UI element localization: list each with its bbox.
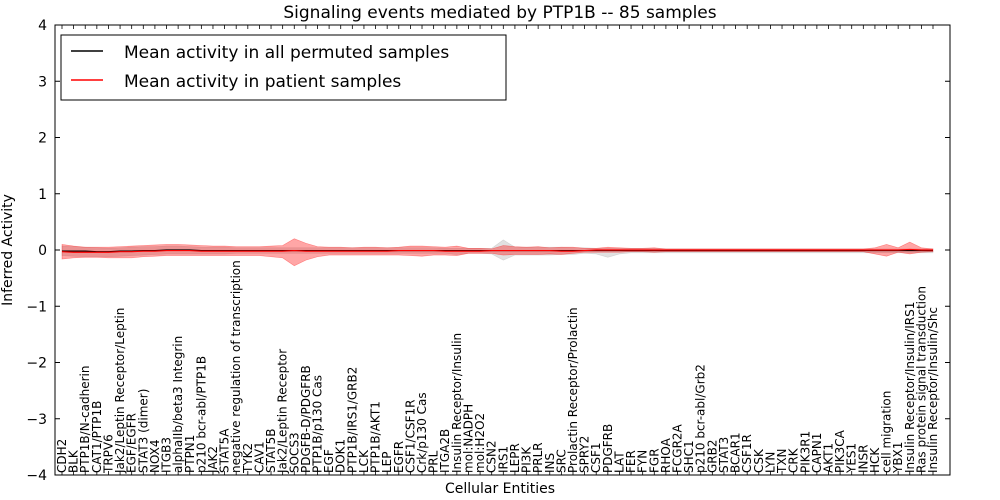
band-patient [61, 238, 934, 267]
series-line-patient [61, 248, 933, 253]
x-tick-label: IRS1 [496, 446, 510, 473]
x-tick-label: PDGFRB [601, 424, 615, 473]
x-tick-label: PIK3CA [833, 429, 847, 473]
x-tick-label: LCK [357, 449, 371, 473]
x-tick-label: SHC1 [682, 440, 696, 473]
x-tick-label: STAT3 [717, 437, 731, 473]
x-tick-label: CSF1R [740, 434, 754, 473]
x-tick-label: mol:H2O2 [473, 413, 487, 473]
x-tick-label: CSN2 [485, 440, 499, 473]
x-tick-label: FER [624, 450, 638, 473]
x-tick-label: PI3K [520, 446, 534, 473]
x-tick-label: Prolactin Receptor/Prolactin [566, 307, 580, 473]
x-tick-label: GRB2 [705, 439, 719, 473]
x-tick-label: CRK [787, 447, 801, 473]
x-tick-label: RHOA [659, 437, 673, 473]
x-tick-label: INSR [856, 445, 870, 473]
x-tick-label: LEP [380, 451, 394, 473]
x-tick-label: NOX4 [148, 439, 162, 473]
x-tick-label: Crk/p130 Cas [415, 392, 429, 473]
x-tick-label: LYN [763, 452, 777, 473]
plot-frame [54, 24, 951, 476]
x-axis-label: Cellular Entities [445, 481, 555, 497]
x-tick-label: Jak2/Leptin Receptor/Leptin [113, 308, 127, 474]
x-tick-label: FGR [647, 448, 661, 473]
x-tick-label: alphaIIb/beta3 Integrin [171, 336, 185, 473]
x-tick-label: PTP1B/IRS1/GRB2 [345, 367, 359, 473]
y-tick-label: 3 [38, 74, 47, 90]
y-axis-label: Inferred Activity [0, 194, 16, 306]
x-tick-label: FCGR2A [671, 423, 685, 473]
x-tick-label: JAK2 [206, 446, 220, 474]
plot-area [61, 238, 934, 267]
x-tick-label: Jak2/Leptin Receptor [276, 349, 290, 474]
x-tick-label: SPRY2 [578, 436, 592, 473]
x-tick-label: CAPN1 [810, 433, 824, 473]
x-tick-label: LAT [612, 451, 626, 473]
x-tick-label: PRL [427, 450, 441, 473]
x-tick-label: INS [543, 453, 557, 473]
x-tick-label: EGF [322, 449, 336, 473]
x-tick-label: p210 bcr-abl/Grb2 [694, 364, 708, 473]
x-tick-label: PTP1B/N-cadherin [78, 366, 92, 473]
x-tick-label: CAT1/PTP1B [90, 401, 104, 473]
y-tick-label: −2 [26, 356, 47, 372]
x-tick-label: mol:NADPH [461, 404, 475, 473]
x-tick-label: CSF1 [589, 442, 603, 473]
x-tick-label: PTPN1 [183, 435, 197, 473]
y-tick-label: 2 [38, 131, 47, 147]
legend-box [60, 34, 507, 101]
y-axis-ticks: 4 3 2 1 0 −1 −2 −3 −4 [26, 18, 950, 484]
x-tick-label: PTP1B/AKT1 [369, 401, 383, 473]
x-tick-label: ITGB3 [160, 437, 174, 473]
x-tick-label: EGFR [392, 441, 406, 473]
x-tick-label: PTP1B/p130 Cas [310, 375, 324, 473]
x-tick-label: CSF1/CSF1R [403, 400, 417, 473]
chart-title: Signaling events mediated by PTP1B -- 85… [283, 3, 716, 23]
y-tick-label: −3 [26, 412, 47, 428]
x-tick-label: CDH2 [55, 439, 69, 473]
x-tick-label: TRPV6 [101, 434, 115, 474]
x-tick-label: YBX1 [891, 442, 905, 474]
x-tick-label: EGF/EGFR [125, 413, 139, 473]
x-tick-label: BCAR1 [729, 432, 743, 473]
legend-label-patient: Mean activity in patient samples [124, 72, 401, 92]
x-tick-label: CSK [752, 448, 766, 473]
x-axis-ticks: CDH2BLKPTP1B/N-cadherinCAT1/PTP1BTRPV6Ja… [55, 25, 940, 475]
x-tick-label: TXN [775, 448, 789, 474]
x-tick-label: Ras protein signal transduction [914, 286, 928, 473]
x-tick-label: PIK3R1 [798, 431, 812, 473]
legend-label-permuted: Mean activity in all permuted samples [124, 43, 449, 63]
x-tick-label: FYN [636, 450, 650, 473]
x-tick-label: HCK [868, 447, 882, 473]
x-tick-label: SOCS3 [287, 432, 301, 473]
x-tick-label: STAT3 (dimer) [136, 389, 150, 473]
y-tick-label: −4 [26, 468, 47, 484]
y-tick-label: 0 [38, 243, 47, 259]
x-tick-label: SRC [554, 449, 568, 473]
x-tick-label: AKT1 [821, 443, 835, 473]
x-tick-label: BLK [67, 449, 81, 473]
x-tick-label: CAV1 [252, 441, 266, 473]
y-tick-label: 4 [38, 18, 47, 34]
y-tick-label: 1 [38, 187, 47, 203]
x-tick-label: ITGA2B [438, 429, 452, 473]
x-tick-label: DOK1 [334, 439, 348, 473]
x-tick-label: YES1 [845, 443, 859, 474]
x-tick-label: STAT5B [264, 429, 278, 474]
x-tick-label: STAT5A [218, 428, 232, 473]
y-tick-label: −1 [26, 299, 47, 315]
x-tick-label: Insulin Receptor/Insulin/Shc [926, 307, 940, 473]
x-tick-label: Insulin Receptor/Insulin [450, 333, 464, 473]
x-tick-label: Insulin Receptor/Insulin/IRS1 [903, 302, 917, 473]
x-tick-label: negative regulation of transcription [229, 260, 243, 473]
x-tick-label: PDGFB-D/PDGFRB [299, 365, 313, 473]
legend: Mean activity in all permuted samples Me… [60, 34, 507, 101]
x-tick-label: p210 bcr-abl/PTP1B [194, 356, 208, 473]
x-tick-label: TYK2 [241, 443, 255, 474]
x-tick-label: cell migration [880, 391, 894, 473]
x-tick-label: PRLR [531, 442, 545, 473]
x-tick-label: LEPR [508, 443, 522, 473]
